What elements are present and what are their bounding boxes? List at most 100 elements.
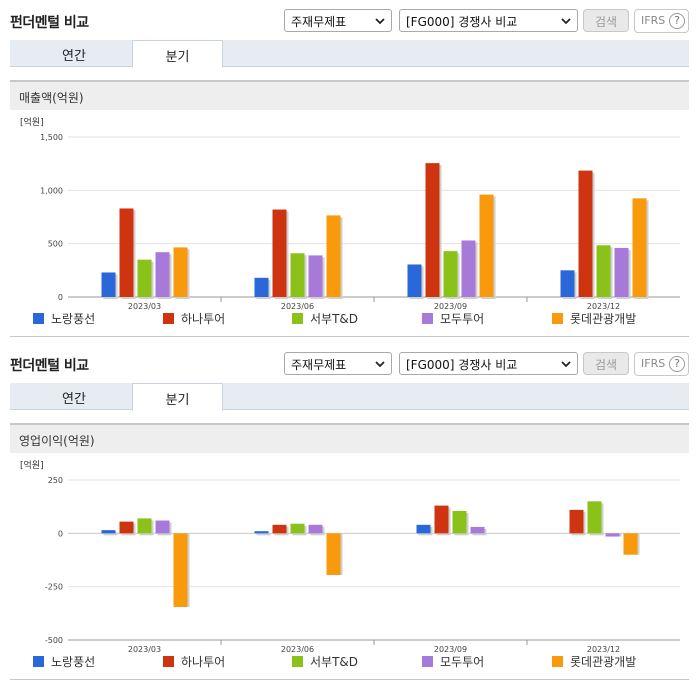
bar[interactable]	[443, 251, 458, 297]
y-tick-label: 500	[48, 240, 63, 249]
legend-label: 롯데관광개발	[570, 655, 637, 669]
y-tick-label: 1,000	[40, 186, 63, 195]
bar[interactable]	[632, 198, 647, 297]
bar[interactable]	[416, 524, 431, 534]
question-icon: ?	[669, 356, 685, 372]
legend-label: 서부T&D	[310, 312, 359, 326]
tab-quarterly[interactable]: 분기	[132, 383, 223, 411]
panel-header: 펀더멘털 비교 주재무제표 [FG000] 경쟁사 비교 검색 IFRS ?	[0, 343, 696, 383]
bar-chart: [억원] 0 500 1,000 1,500 2023/03 2023/06 2023/09 2…	[20, 116, 680, 310]
legend-swatch	[292, 313, 303, 324]
y-tick-label: 0	[58, 529, 63, 538]
legend-swatch	[552, 656, 563, 667]
legend-swatch	[422, 656, 433, 667]
x-tick-label: 2023/09	[434, 302, 467, 310]
bar[interactable]	[101, 272, 116, 297]
y-tick-label: -500	[45, 636, 63, 645]
bar[interactable]	[605, 533, 620, 537]
bar[interactable]	[137, 518, 152, 534]
legend-swatch	[163, 656, 174, 667]
x-tick-label: 2023/03	[128, 645, 161, 653]
ifrs-label: IFRS	[641, 357, 666, 370]
bar[interactable]	[470, 526, 485, 534]
ifrs-label: IFRS	[641, 14, 666, 27]
bar[interactable]	[254, 277, 269, 297]
bar[interactable]	[101, 530, 116, 534]
bar[interactable]	[569, 509, 584, 534]
bar[interactable]	[272, 209, 287, 297]
bar[interactable]	[119, 521, 134, 534]
peer-group-value: [FG000] 경쟁사 비교	[406, 358, 518, 372]
bar[interactable]	[578, 170, 593, 297]
legend-label: 롯데관광개발	[570, 312, 637, 326]
legend-label: 노랑풍선	[51, 655, 96, 669]
x-tick-label: 2023/12	[587, 645, 620, 653]
bar[interactable]	[155, 252, 170, 297]
divider	[10, 679, 689, 680]
bar[interactable]	[290, 253, 305, 297]
legend-label: 서부T&D	[310, 655, 359, 669]
ifrs-help-button[interactable]: IFRS ?	[634, 9, 689, 33]
bar[interactable]	[596, 245, 611, 297]
period-tabs: 연간 분기	[10, 40, 689, 68]
bar[interactable]	[173, 247, 188, 297]
bar[interactable]	[272, 524, 287, 534]
chevron-down-icon	[561, 18, 571, 25]
bar[interactable]	[290, 523, 305, 534]
bar[interactable]	[326, 533, 341, 575]
chevron-down-icon	[375, 18, 385, 25]
bar[interactable]	[479, 194, 494, 297]
statement-type-select[interactable]: 주재무제표	[284, 352, 392, 375]
statement-type-value: 주재무제표	[291, 358, 347, 372]
bar[interactable]	[308, 255, 323, 297]
x-tick-label: 2023/12	[587, 302, 620, 310]
bar[interactable]	[254, 531, 269, 534]
bar[interactable]	[614, 247, 629, 297]
bar[interactable]	[452, 510, 467, 534]
legend-label: 하나투어	[181, 312, 226, 326]
legend-swatch	[552, 313, 563, 324]
bar[interactable]	[155, 520, 170, 534]
bar[interactable]	[425, 163, 440, 297]
bar[interactable]	[461, 240, 476, 297]
legend-swatch	[292, 656, 303, 667]
legend-label: 하나투어	[181, 655, 226, 669]
bar[interactable]	[173, 533, 188, 607]
bar-shadow	[103, 532, 118, 536]
bar[interactable]	[623, 533, 638, 555]
bar[interactable]	[407, 264, 422, 297]
tab-annual[interactable]: 연간	[62, 49, 86, 64]
panel-header: 펀더멘털 비교 주재무제표 [FG000] 경쟁사 비교 검색 IFRS ?	[0, 0, 696, 40]
bar[interactable]	[308, 524, 323, 534]
chart-legend: 노랑풍선 하나투어 서부T&D 모두투어 롯데관광개발	[0, 653, 696, 673]
peer-group-select[interactable]: [FG000] 경쟁사 비교	[399, 352, 578, 375]
chevron-down-icon	[561, 361, 571, 368]
tab-quarterly[interactable]: 분기	[132, 40, 223, 68]
y-tick-label: 0	[58, 293, 63, 302]
search-button[interactable]: 검색	[583, 9, 629, 32]
y-tick-label: 1,500	[40, 133, 63, 142]
peer-group-select[interactable]: [FG000] 경쟁사 비교	[399, 9, 578, 32]
bar[interactable]	[560, 270, 575, 297]
tab-annual[interactable]: 연간	[62, 392, 86, 407]
statement-type-select[interactable]: 주재무제표	[284, 9, 392, 32]
bar[interactable]	[137, 259, 152, 297]
legend-swatch	[422, 313, 433, 324]
chart-legend: 노랑풍선 하나투어 서부T&D 모두투어 롯데관광개발	[0, 310, 696, 330]
bar[interactable]	[326, 215, 341, 297]
page-title: 펀더멘털 비교	[10, 358, 89, 374]
bar-chart: [억원] -500 -250 0 250 2023/03 2023/06 2023/09 202…	[20, 459, 680, 653]
y-tick-label: -250	[45, 583, 63, 592]
ifrs-help-button[interactable]: IFRS ?	[634, 352, 689, 376]
bar[interactable]	[119, 208, 134, 297]
bar[interactable]	[434, 505, 449, 534]
divider	[10, 336, 689, 337]
bar[interactable]	[587, 501, 602, 534]
search-button[interactable]: 검색	[583, 352, 629, 375]
question-icon: ?	[669, 13, 685, 29]
fundamentals-panel-revenue: 펀더멘털 비교 주재무제표 [FG000] 경쟁사 비교 검색 IFRS ? 연…	[0, 0, 696, 340]
y-tick-label: 250	[48, 476, 63, 485]
legend-swatch	[33, 656, 44, 667]
x-tick-label: 2023/06	[281, 302, 314, 310]
chevron-down-icon	[375, 361, 385, 368]
